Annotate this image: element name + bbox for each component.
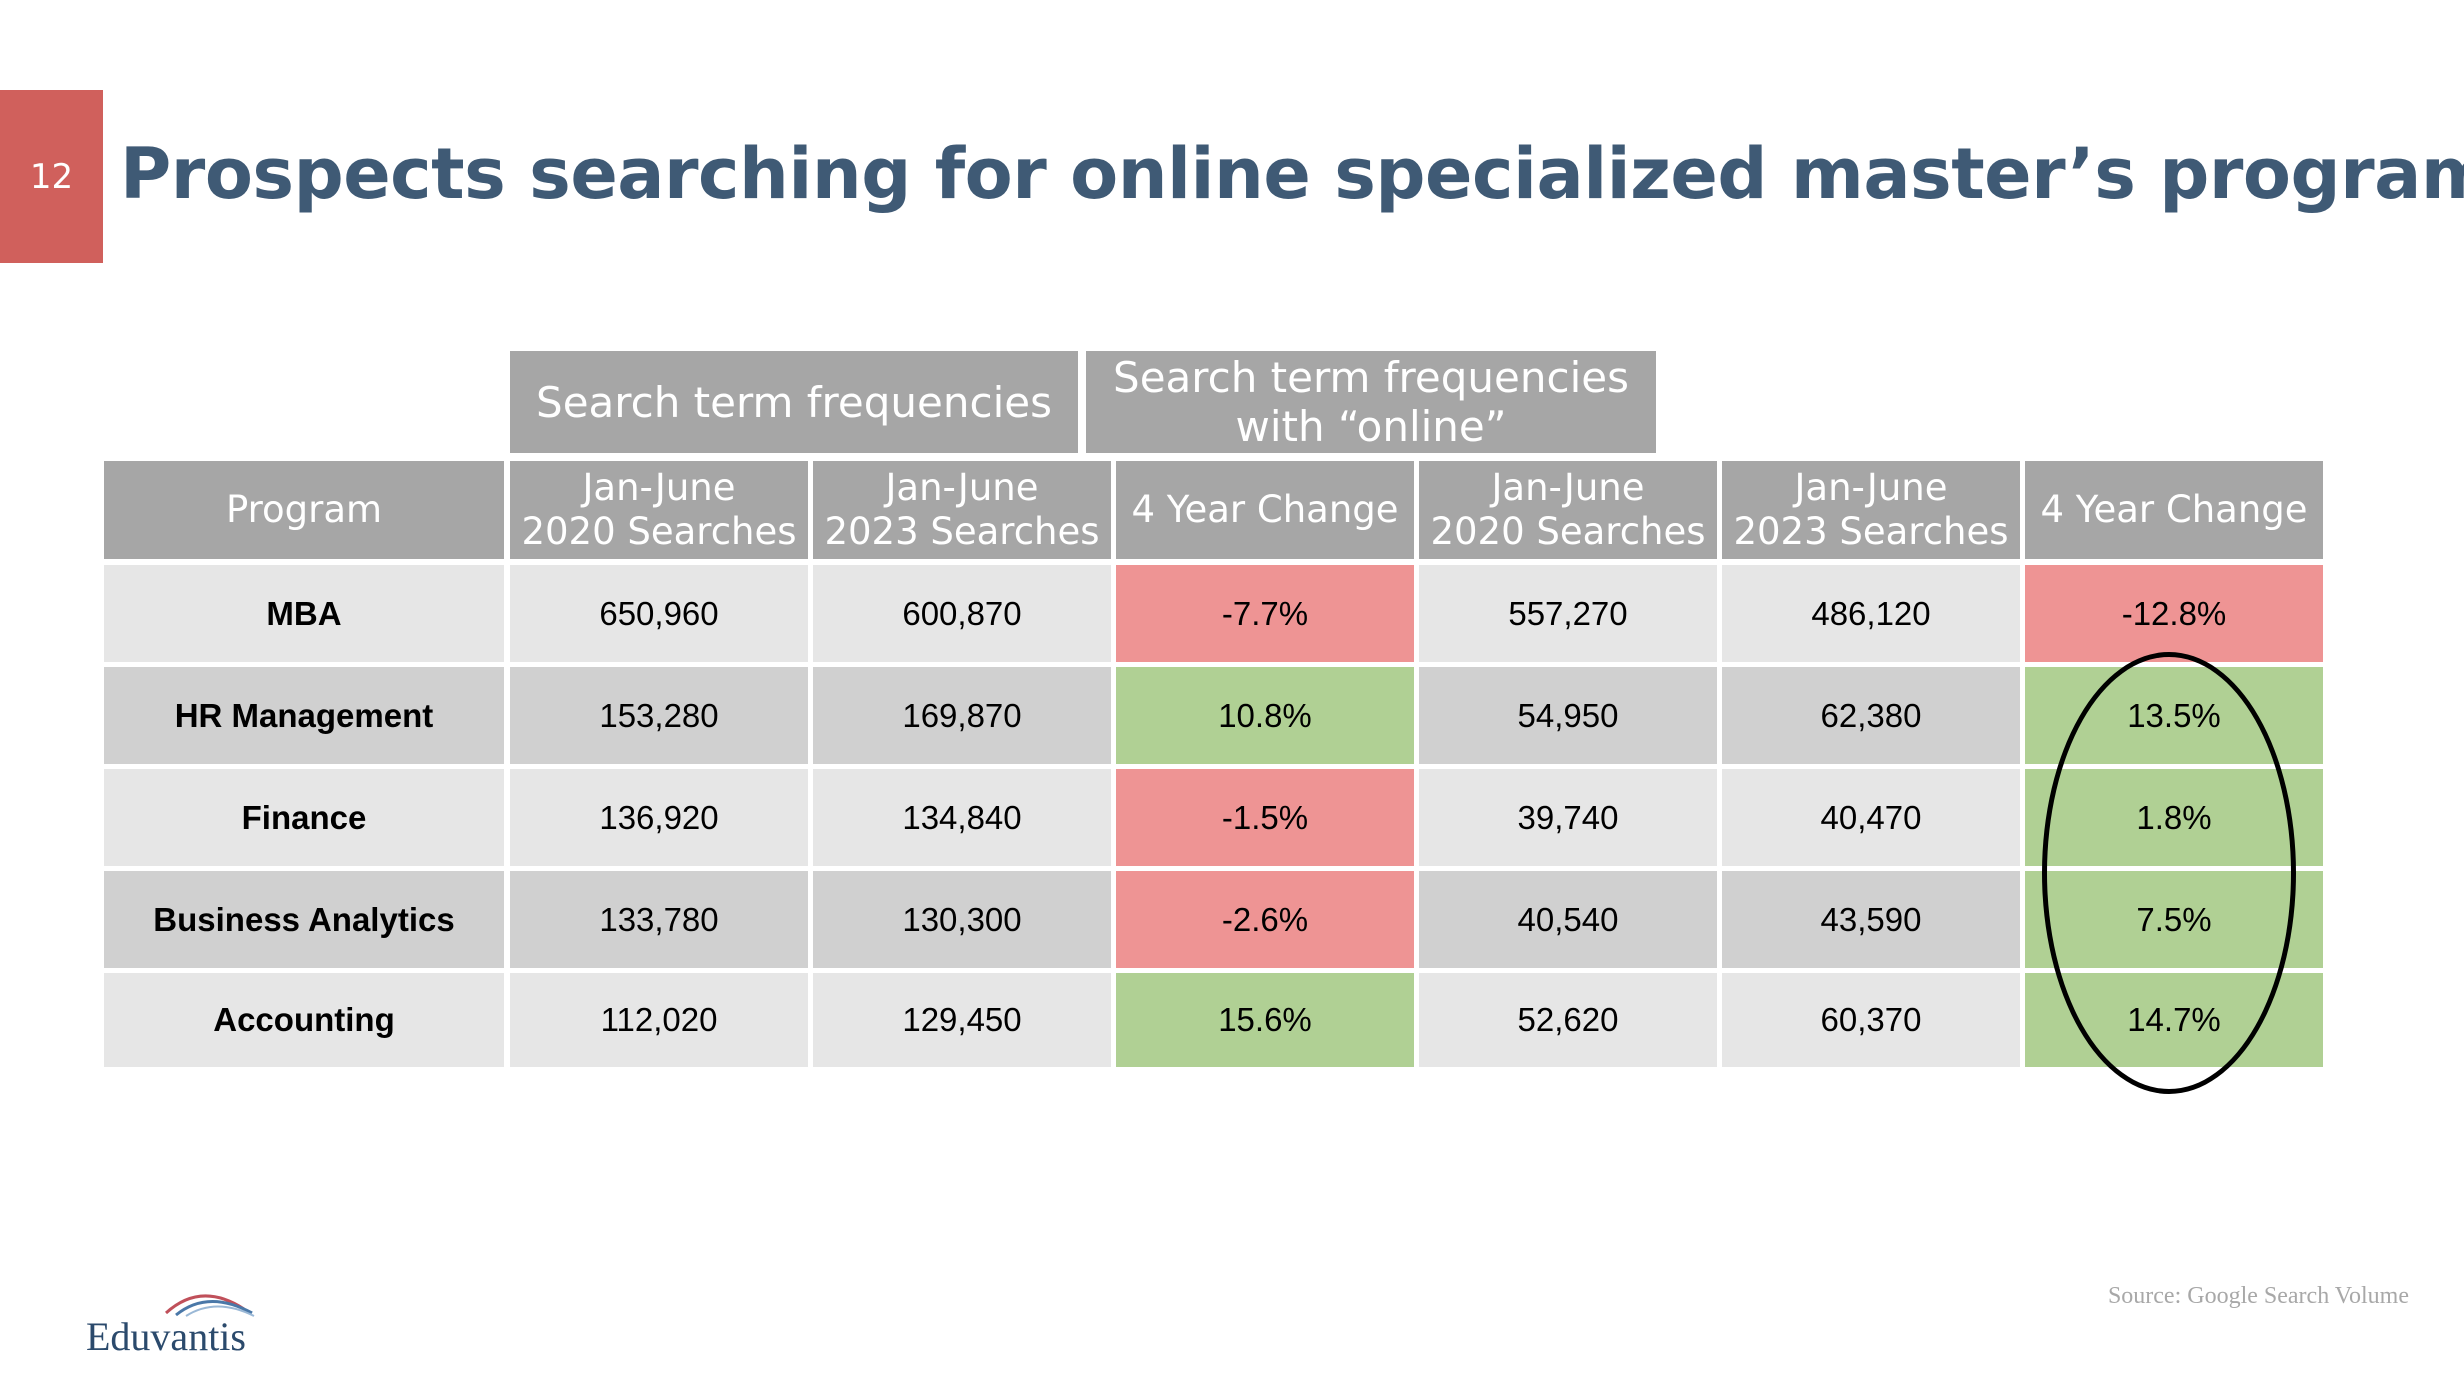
program-cell: Finance <box>104 769 504 866</box>
logo-swoosh-icon <box>164 1294 255 1317</box>
searches-2020-cell: 133,780 <box>510 871 808 968</box>
column-header-2020-searches: Jan-June 2020 Searches <box>510 461 808 559</box>
searches-2020-cell: 650,960 <box>510 565 808 662</box>
online-change-cell: -12.8% <box>2025 565 2323 662</box>
column-header-online-2023-searches: Jan-June 2023 Searches <box>1722 461 2020 559</box>
online-searches-2020-cell: 39,740 <box>1419 769 1717 866</box>
searches-2023-cell: 134,840 <box>813 769 1111 866</box>
change-cell: -1.5% <box>1116 769 1414 866</box>
group-header-online-search-terms: Search term frequencies with “online” <box>1086 351 1656 453</box>
program-cell: Accounting <box>104 973 504 1067</box>
searches-2023-cell: 169,870 <box>813 667 1111 764</box>
searches-2023-cell: 130,300 <box>813 871 1111 968</box>
program-cell: MBA <box>104 565 504 662</box>
online-searches-2020-cell: 557,270 <box>1419 565 1717 662</box>
searches-2020-cell: 112,020 <box>510 973 808 1067</box>
program-cell: HR Management <box>104 667 504 764</box>
column-header-online-2020-searches: Jan-June 2020 Searches <box>1419 461 1717 559</box>
online-searches-2020-cell: 54,950 <box>1419 667 1717 764</box>
logo-text: Eduvantis <box>86 1314 246 1359</box>
online-searches-2023-cell: 40,470 <box>1722 769 2020 866</box>
slide-title: Prospects searching for online specializ… <box>120 133 2464 215</box>
online-searches-2023-cell: 60,370 <box>1722 973 2020 1067</box>
searches-2020-cell: 136,920 <box>510 769 808 866</box>
group-header-search-terms: Search term frequencies <box>510 351 1078 453</box>
source-note: Source: Google Search Volume <box>2107 1283 2409 1309</box>
slide-number: 12 <box>0 90 103 263</box>
online-searches-2020-cell: 40,540 <box>1419 871 1717 968</box>
column-header-2023-searches: Jan-June 2023 Searches <box>813 461 1111 559</box>
eduvantis-logo: Eduvantis <box>86 1285 266 1360</box>
column-header-4-year-change: 4 Year Change <box>1116 461 1414 559</box>
change-cell: -2.6% <box>1116 871 1414 968</box>
change-cell: 15.6% <box>1116 973 1414 1067</box>
column-header-online-4-year-change: 4 Year Change <box>2025 461 2323 559</box>
change-cell: 10.8% <box>1116 667 1414 764</box>
searches-2020-cell: 153,280 <box>510 667 808 764</box>
highlight-ellipse <box>2042 652 2296 1094</box>
online-searches-2023-cell: 486,120 <box>1722 565 2020 662</box>
online-searches-2023-cell: 43,590 <box>1722 871 2020 968</box>
column-header-program: Program <box>104 461 504 559</box>
online-searches-2023-cell: 62,380 <box>1722 667 2020 764</box>
online-searches-2020-cell: 52,620 <box>1419 973 1717 1067</box>
search-frequency-table: Search term frequencies Search term freq… <box>104 351 2326 1067</box>
searches-2023-cell: 129,450 <box>813 973 1111 1067</box>
program-cell: Business Analytics <box>104 871 504 968</box>
change-cell: -7.7% <box>1116 565 1414 662</box>
searches-2023-cell: 600,870 <box>813 565 1111 662</box>
